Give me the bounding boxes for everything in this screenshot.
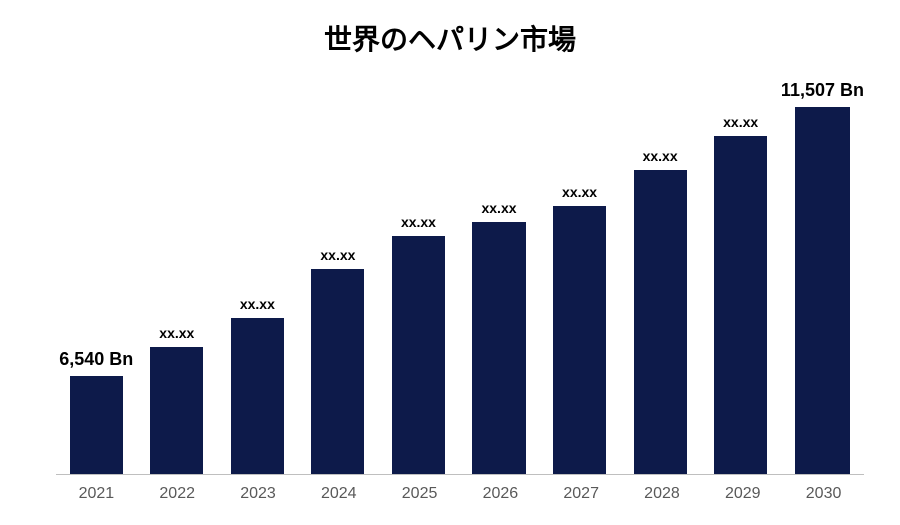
bar (70, 376, 123, 475)
x-axis-label: 2021 (56, 485, 137, 503)
bar (392, 236, 445, 474)
bar-value-label: xx.xx (723, 114, 758, 130)
bar-slot: xx.xx (298, 80, 379, 474)
bar-slot: xx.xx (137, 80, 218, 474)
bar-value-label: xx.xx (240, 296, 275, 312)
bar (553, 206, 606, 474)
bar-value-label: xx.xx (159, 325, 194, 341)
x-axis-label: 2023 (218, 485, 299, 503)
x-axis-label: 2027 (541, 485, 622, 503)
bar-slot: 6,540 Bn (56, 80, 137, 474)
bar-slot: xx.xx (217, 80, 298, 474)
x-axis-label: 2025 (379, 485, 460, 503)
x-axis-label: 2024 (298, 485, 379, 503)
bar-value-label: 6,540 Bn (59, 349, 133, 370)
x-axis-label: 2026 (460, 485, 541, 503)
bar-slot: 11,507 Bn (781, 80, 864, 474)
bar (795, 107, 850, 474)
x-axis-label: 2022 (137, 485, 218, 503)
bar (472, 222, 525, 474)
x-axis-label: 2029 (702, 485, 783, 503)
bar-slot: xx.xx (378, 80, 459, 474)
bar-slot: xx.xx (620, 80, 701, 474)
bar-value-label: xx.xx (643, 148, 678, 164)
bar-value-label: xx.xx (481, 200, 516, 216)
bars-group: 6,540 Bn xx.xx xx.xx xx.xx xx.xx xx.xx (56, 80, 864, 474)
bar-value-label: xx.xx (320, 247, 355, 263)
bar-value-label: xx.xx (562, 184, 597, 200)
bar (714, 136, 767, 474)
bar-slot: xx.xx (700, 80, 781, 474)
x-axis-label: 2030 (783, 485, 864, 503)
bar (311, 269, 364, 474)
bar-slot: xx.xx (459, 80, 540, 474)
bar-value-label: 11,507 Bn (781, 80, 864, 101)
bar-value-label: xx.xx (401, 214, 436, 230)
bar (231, 318, 284, 474)
plot-area: 6,540 Bn xx.xx xx.xx xx.xx xx.xx xx.xx (56, 80, 864, 475)
x-axis-label: 2028 (622, 485, 703, 503)
chart-title: 世界のヘパリン市場 (0, 18, 900, 58)
bar (634, 170, 687, 474)
chart-container: 世界のヘパリン市場 6,540 Bn xx.xx xx.xx xx.xx xx.… (0, 0, 900, 525)
x-axis-labels: 2021 2022 2023 2024 2025 2026 2027 2028 … (56, 485, 864, 503)
bar-slot: xx.xx (539, 80, 620, 474)
bar (150, 347, 203, 474)
